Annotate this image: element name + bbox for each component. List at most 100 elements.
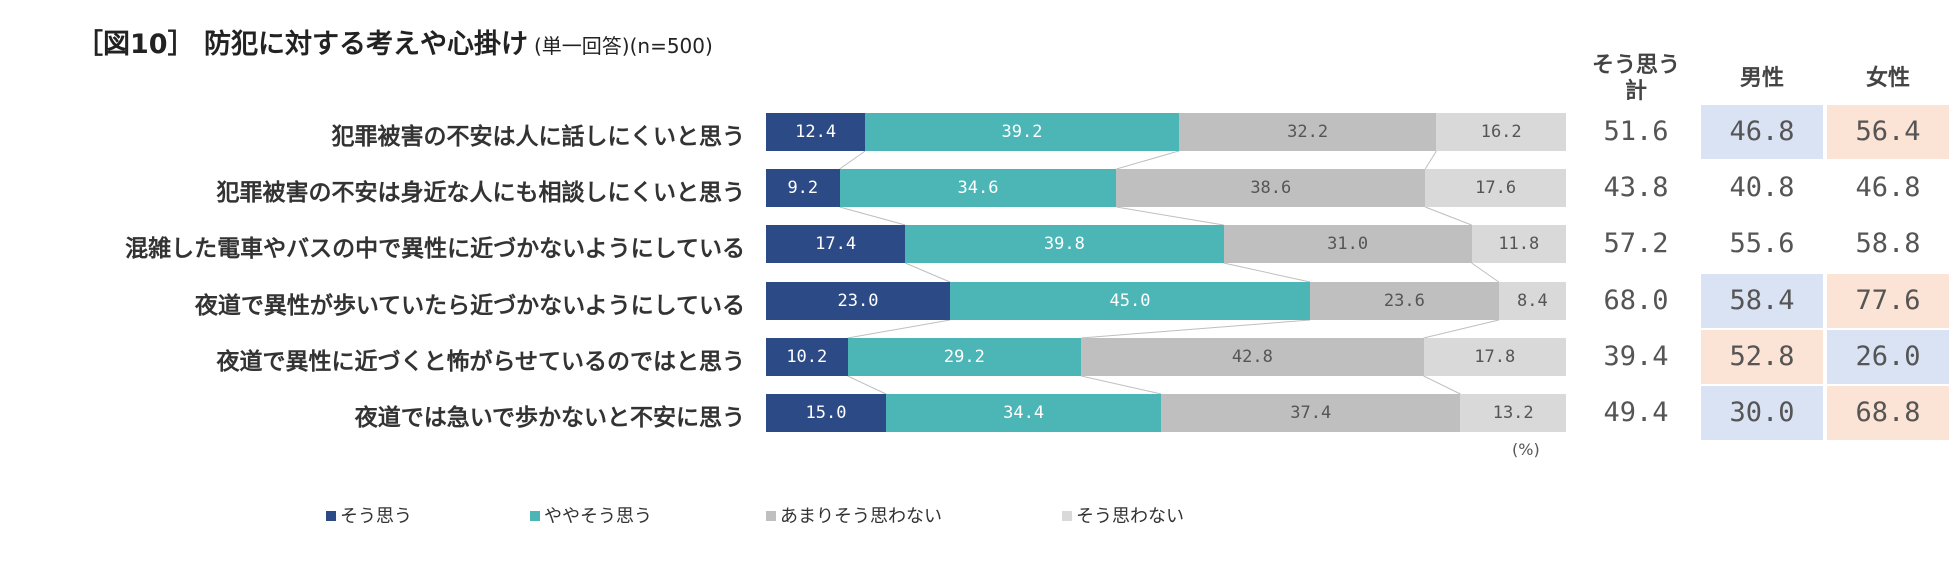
- connector-line: [847, 375, 887, 395]
- title-sub: (単一回答)(n=500): [533, 34, 713, 58]
- bar-value-label: 16.2: [1480, 122, 1522, 142]
- title-main: ［図10］ 防犯に対する考えや心掛け: [76, 29, 528, 60]
- total-cell: 39.4: [1603, 341, 1669, 372]
- total-cell: 43.8: [1603, 172, 1669, 203]
- bar-value-label: 17.4: [815, 234, 857, 254]
- bar-value-label: 34.6: [957, 178, 999, 198]
- bar-segment: [950, 282, 1310, 320]
- bar-segment: [1116, 169, 1426, 207]
- female-cell: 46.8: [1855, 172, 1921, 203]
- bar-segment: [766, 338, 848, 376]
- female-cell: 26.0: [1827, 330, 1949, 384]
- female-cell: 58.8: [1855, 228, 1921, 259]
- bar-value-label: 29.2: [943, 347, 985, 367]
- total-header-line1: そう思う: [1591, 53, 1680, 78]
- bar-value-label: 42.8: [1231, 347, 1273, 367]
- bar-segment: [905, 225, 1224, 263]
- legend-label: ややそう思う: [544, 506, 652, 527]
- bar-value-label: 23.0: [837, 291, 879, 311]
- bar-value-label: 34.4: [1003, 403, 1045, 423]
- female-cell: 68.8: [1827, 386, 1949, 440]
- connector-line: [1424, 150, 1437, 170]
- row-label: 夜道では急いで歩かないと不安に思う: [354, 405, 745, 431]
- bar-value-label: 9.2: [787, 178, 819, 198]
- bar-segment: [839, 169, 1117, 207]
- bar-segment: [766, 282, 950, 320]
- bar-segment: [1460, 394, 1566, 432]
- connector-line: [905, 262, 951, 283]
- row-label: 犯罪被害の不安は人に話しにくいと思う: [331, 124, 745, 150]
- connector-line: [1423, 375, 1461, 395]
- bar-value-label: 45.0: [1109, 291, 1151, 311]
- connector-line: [1081, 375, 1162, 395]
- row-label: 混雑した電車やバスの中で異性に近づかないようにしている: [125, 236, 745, 262]
- bar-segment: [1310, 282, 1499, 320]
- bar-segment: [886, 394, 1162, 432]
- legend-item: あまりそう思わない: [766, 502, 942, 528]
- legend-swatch: [766, 511, 776, 521]
- female-cell: 77.6: [1827, 274, 1949, 328]
- bar-segment: [1471, 225, 1566, 263]
- bar-segment: [847, 338, 1082, 376]
- total-header-line2: 計: [1624, 79, 1647, 104]
- bar-value-label: 12.4: [795, 122, 837, 142]
- bar-segment: [1498, 282, 1566, 320]
- connector-line: [839, 206, 906, 226]
- bar-value-label: 38.6: [1250, 178, 1292, 198]
- bar-segment: [865, 113, 1179, 151]
- bar-segment: [1425, 169, 1566, 207]
- bar-segment: [1423, 338, 1566, 376]
- legend-swatch: [326, 511, 336, 521]
- bar-segment: [1178, 113, 1437, 151]
- legend-item: そう思う: [326, 502, 412, 528]
- male-cell: 40.8: [1729, 172, 1795, 203]
- bar-segment: [1223, 225, 1472, 263]
- connector-line: [1081, 319, 1311, 339]
- connector-line: [1223, 262, 1311, 283]
- total-cell: 68.0: [1603, 285, 1669, 316]
- male-cell: 55.6: [1729, 228, 1795, 259]
- bar-value-label: 17.8: [1474, 347, 1516, 367]
- male-cell: 52.8: [1701, 330, 1823, 384]
- connector-line: [1471, 262, 1500, 283]
- connector-line: [1423, 319, 1499, 339]
- connector-line: [1116, 150, 1179, 170]
- bar-value-label: 11.8: [1498, 234, 1540, 254]
- male-cell: 30.0: [1701, 386, 1823, 440]
- bar-value-label: 10.2: [786, 347, 828, 367]
- total-cell: 57.2: [1603, 228, 1669, 259]
- male-cell: 46.8: [1701, 105, 1823, 159]
- legend-label: そう思う: [340, 506, 412, 527]
- female-cell: 56.4: [1827, 105, 1949, 159]
- bar-value-label: 8.4: [1517, 291, 1548, 311]
- connector-line: [847, 319, 951, 339]
- connector-line: [1425, 206, 1472, 226]
- legend-item: ややそう思う: [530, 502, 652, 528]
- bar-value-label: 39.2: [1001, 122, 1043, 142]
- bar-value-label: 13.2: [1492, 403, 1534, 423]
- legend-label: あまりそう思わない: [780, 506, 942, 527]
- total-column-header: そう思う 計: [1586, 53, 1686, 105]
- male-cell: 58.4: [1701, 274, 1823, 328]
- legend-swatch: [530, 511, 540, 521]
- legend-swatch: [1062, 511, 1072, 521]
- bar-value-label: 32.2: [1287, 122, 1329, 142]
- row-label: 夜道で異性に近づくと怖がらせているのではと思う: [216, 349, 745, 375]
- connector-line: [1116, 206, 1224, 226]
- bar-value-label: 17.6: [1475, 178, 1517, 198]
- legend-item: そう思わない: [1062, 502, 1184, 528]
- bar-segment: [766, 113, 866, 151]
- connector-line: [839, 150, 866, 170]
- female-column-header: 女性: [1865, 66, 1910, 91]
- bar-segment: [1161, 394, 1461, 432]
- row-label: 犯罪被害の不安は身近な人にも相談しにくいと思う: [216, 180, 745, 206]
- bar-value-label: 37.4: [1290, 403, 1332, 423]
- bar-value-label: 39.8: [1043, 234, 1085, 254]
- total-cell: 49.4: [1603, 397, 1669, 428]
- total-cell: 51.6: [1603, 116, 1669, 147]
- unit-label: (%): [1512, 440, 1540, 459]
- bar-segment: [766, 169, 840, 207]
- bar-value-label: 23.6: [1383, 291, 1425, 311]
- legend-label: そう思わない: [1076, 506, 1184, 527]
